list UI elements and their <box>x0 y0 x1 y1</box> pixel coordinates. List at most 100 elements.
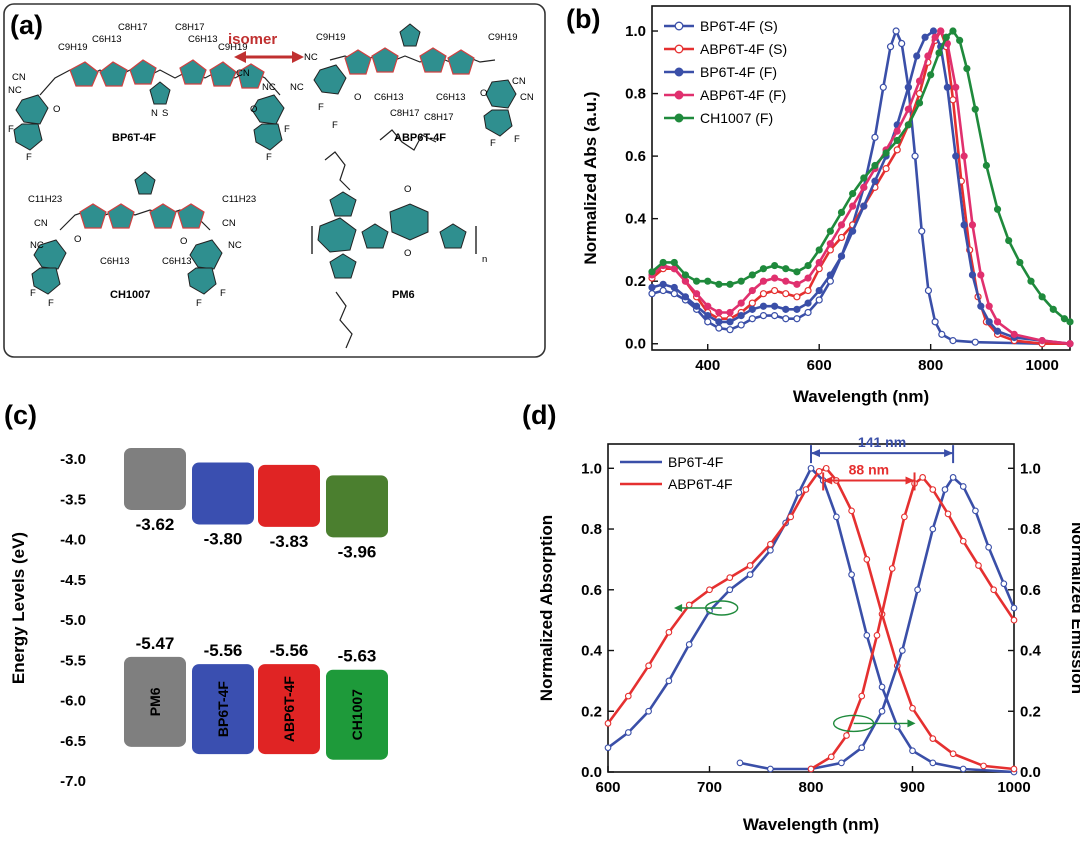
panel-b-point <box>748 271 756 279</box>
panel-d-point <box>767 546 774 554</box>
panel-c-ytick-label: -4.5 <box>60 572 86 589</box>
panel-b-point <box>793 280 801 288</box>
o-ch1007-right: O <box>180 236 187 247</box>
panel-b-point <box>715 308 723 317</box>
panel-b-xtick-label: 600 <box>807 357 832 374</box>
panel-b-point <box>860 174 868 182</box>
panel-b-point <box>913 52 921 60</box>
panel-b-point <box>759 277 768 285</box>
panel-b-point <box>937 27 945 35</box>
f1-ch1007: F <box>30 288 36 299</box>
sub-c11-ch1007-a: C11H23 <box>28 194 62 205</box>
panel-b-point <box>759 290 768 298</box>
panel-b-legend-label-3: ABP6T-4F (F) <box>700 87 786 103</box>
panel-b-xlabel: Wavelength (nm) <box>793 387 929 406</box>
panel-b-point <box>882 165 890 173</box>
panel-d-point <box>949 750 957 758</box>
panel-b-legend-marker-0 <box>674 21 684 31</box>
panel-c-lumo-label-0: -3.62 <box>136 515 175 534</box>
panel-c-label: (c) <box>4 400 37 430</box>
panel-d-point <box>914 586 921 594</box>
panel-b-point <box>804 308 812 317</box>
panel-d-point <box>929 735 937 742</box>
panel-b-point <box>737 321 745 329</box>
panel-d-point <box>1010 765 1018 773</box>
f1-abp6t: F <box>318 102 324 113</box>
panel-d-left-axis-arrowhead <box>673 604 683 612</box>
panel-b-series <box>648 27 1074 348</box>
panel-c-ylabel: Energy Levels (eV) <box>9 532 28 684</box>
panel-b-point <box>871 177 879 185</box>
panel-b-point <box>737 299 745 307</box>
panel-b-point <box>648 268 656 276</box>
panel-d-point <box>909 747 916 755</box>
panel-b-point <box>804 286 812 295</box>
panel-b-point <box>704 277 712 285</box>
panel-d-point <box>929 759 937 767</box>
panel-c-lumo-box-3 <box>326 475 388 538</box>
panel-b-point <box>952 152 960 160</box>
panel-c-ytick-label: -4.0 <box>60 532 86 549</box>
panel-b-legend-marker-4 <box>674 113 684 123</box>
panel-d-ytick-label: 0.8 <box>581 521 602 538</box>
panel-b-point <box>849 227 857 235</box>
panel-b-point <box>968 271 977 279</box>
panel-c-ytick-label: -5.0 <box>60 612 86 629</box>
panel-b-point <box>949 96 957 104</box>
panel-d-annotation-head-left-1 <box>823 476 833 485</box>
panel-b-point <box>748 305 756 313</box>
panel-d-point <box>858 692 866 700</box>
panel-d-point <box>980 762 987 770</box>
nc-bp6t-left: NC <box>8 85 22 96</box>
panel-d-point <box>893 723 901 730</box>
panel-b-ytick-label: 1.0 <box>625 23 646 40</box>
panel-d-xtick-label: 700 <box>697 779 722 796</box>
panel-d-annotation-head-right-0 <box>944 449 954 458</box>
panel-b-point <box>1038 337 1046 345</box>
panel-b-point <box>759 265 768 273</box>
panel-d-point <box>787 513 795 521</box>
panel-d-point <box>645 707 652 715</box>
sub-c8-bp6t-b: C8H17 <box>175 22 205 33</box>
panel-d-point <box>858 744 866 752</box>
panel-b-point <box>849 190 857 198</box>
panel-c-ytick-label: -3.0 <box>60 451 86 468</box>
panel-c-category-0: PM6 <box>147 687 163 716</box>
panel-d-point <box>665 677 673 685</box>
nc-ch1007-left: NC <box>30 240 44 251</box>
panel-b-point <box>1010 330 1018 338</box>
sub-c6-abp6t-b: C6H13 <box>436 92 466 103</box>
panel-b-point <box>804 261 812 270</box>
panel-b-point <box>804 299 812 307</box>
sub-c8-bp6t-a: C8H17 <box>118 22 148 33</box>
cn-ch1007-left: CN <box>34 218 48 229</box>
panel-d-y2tick-label: 0.4 <box>1020 643 1042 660</box>
atom-s-bp6t: S <box>162 108 168 119</box>
panel-d-ytick-label: 0.2 <box>581 703 602 720</box>
o-abp6t-right: O <box>480 88 487 99</box>
panel-b-point <box>1016 258 1024 267</box>
panel-c-lumo-label-3: -3.96 <box>338 542 377 561</box>
panel-d-xtick-label: 1000 <box>997 779 1030 796</box>
panel-b-point <box>782 265 790 273</box>
panel-b-point <box>726 280 734 288</box>
panel-b-point <box>715 324 723 332</box>
panel-b-point <box>1066 340 1074 348</box>
panel-c-homo-label-1: -5.56 <box>204 641 243 660</box>
panel-c-category-3: CH1007 <box>349 689 365 741</box>
panel-b-ytick-label: 0.0 <box>625 336 646 353</box>
panel-d-point <box>685 601 693 609</box>
panel-b-point <box>893 127 901 135</box>
panel-b-ylabel: Normalized Abs (a.u.) <box>581 91 600 264</box>
sub-c9-bp6t-b: C9H19 <box>218 42 248 53</box>
panel-d-point <box>888 565 896 572</box>
panel-d-y2tick-label: 0.8 <box>1020 521 1041 538</box>
panel-b-point <box>771 312 779 320</box>
nc-bp6t-right: NC <box>262 82 276 93</box>
panel-a: (a) isomer N S <box>3 3 546 358</box>
panel-d-series-line-1 <box>606 466 1015 771</box>
panel-b: (b) 400 600 800 1000 0.0 0.2 0.4 0.6 0.8 1.0 BP6T… <box>566 4 1074 406</box>
panel-b-point <box>871 161 879 170</box>
